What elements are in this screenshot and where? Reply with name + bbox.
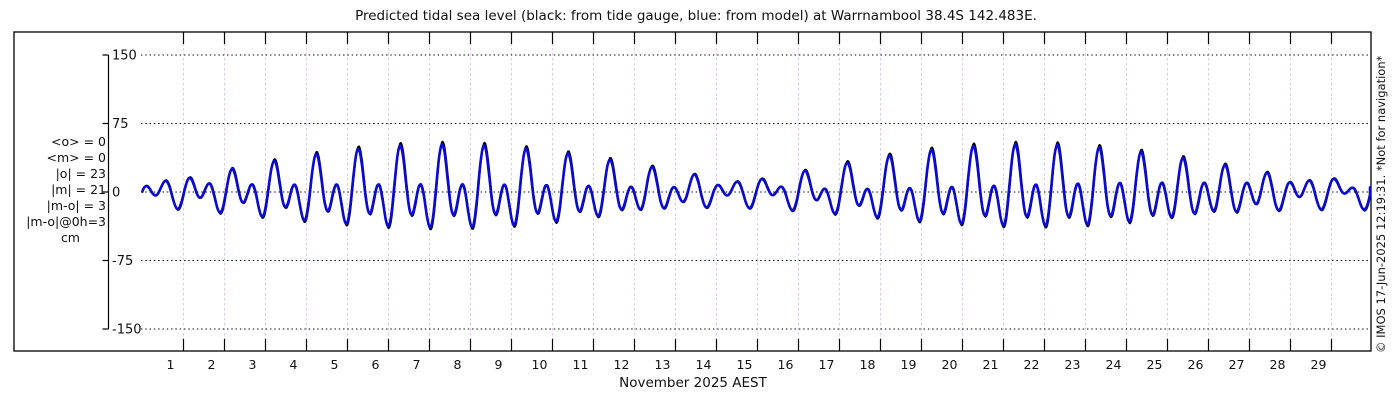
x-tick-label: 26 <box>1188 357 1204 372</box>
x-tick-label: 19 <box>901 357 917 372</box>
x-tick-label: 6 <box>372 357 380 372</box>
chart-title: Predicted tidal sea level (black: from t… <box>355 8 1037 24</box>
x-tick-label: 28 <box>1270 357 1286 372</box>
x-tick-label: 29 <box>1311 357 1327 372</box>
x-tick-label: 3 <box>249 357 257 372</box>
x-tick-label: 21 <box>983 357 999 372</box>
x-tick-label: 9 <box>495 357 503 372</box>
x-tick-label: 22 <box>1024 357 1040 372</box>
imos-watermark: © IMOS 17-Jun-2025 12:19:31. *Not for na… <box>1374 55 1388 353</box>
x-axis-label: November 2025 AEST <box>619 375 767 391</box>
y-tick-label: -75 <box>112 254 133 269</box>
x-tick-label: 17 <box>819 357 835 372</box>
x-tick-label: 20 <box>942 357 958 372</box>
stat-abs-diff-0h: |m-o|@0h=3 <box>26 214 106 229</box>
model-tide-curve <box>141 143 1372 229</box>
y-tick-label: 150 <box>112 49 137 64</box>
observed-tide-curve <box>141 140 1371 231</box>
x-tick-label: 8 <box>454 357 462 372</box>
x-tick-label: 25 <box>1147 357 1163 372</box>
stat-mean-observed: <o> = 0 <box>51 134 106 149</box>
y-tick-label: -150 <box>112 323 142 338</box>
x-tick-label: 10 <box>532 357 548 372</box>
x-tick-label: 16 <box>778 357 794 372</box>
x-tick-label: 13 <box>655 357 671 372</box>
x-tick-label: 23 <box>1065 357 1081 372</box>
x-tick-label: 18 <box>860 357 876 372</box>
x-tick-label: 27 <box>1229 357 1245 372</box>
x-tick-label: 1 <box>167 357 175 372</box>
x-tick-label: 15 <box>737 357 753 372</box>
y-tick-label: 0 <box>112 186 120 201</box>
x-tick-label: 7 <box>413 357 421 372</box>
x-tick-label: 5 <box>331 357 339 372</box>
stat-units: cm <box>60 230 80 245</box>
stat-abs-model: |m| = 21 <box>51 182 106 197</box>
stat-mean-model: <m> = 0 <box>46 150 107 165</box>
y-tick-label: 75 <box>112 117 129 132</box>
stat-abs-diff: |m-o| = 3 <box>46 198 106 213</box>
x-tick-label: 14 <box>696 357 712 372</box>
stat-abs-observed: |o| = 23 <box>55 166 106 181</box>
x-tick-label: 12 <box>614 357 630 372</box>
x-tick-label: 2 <box>208 357 216 372</box>
x-tick-label: 11 <box>573 357 589 372</box>
x-tick-label: 24 <box>1106 357 1122 372</box>
x-tick-label: 4 <box>290 357 298 372</box>
stats-panel: <o> = 0 <m> = 0 |o| = 23 |m| = 21 |m-o| … <box>0 134 106 246</box>
